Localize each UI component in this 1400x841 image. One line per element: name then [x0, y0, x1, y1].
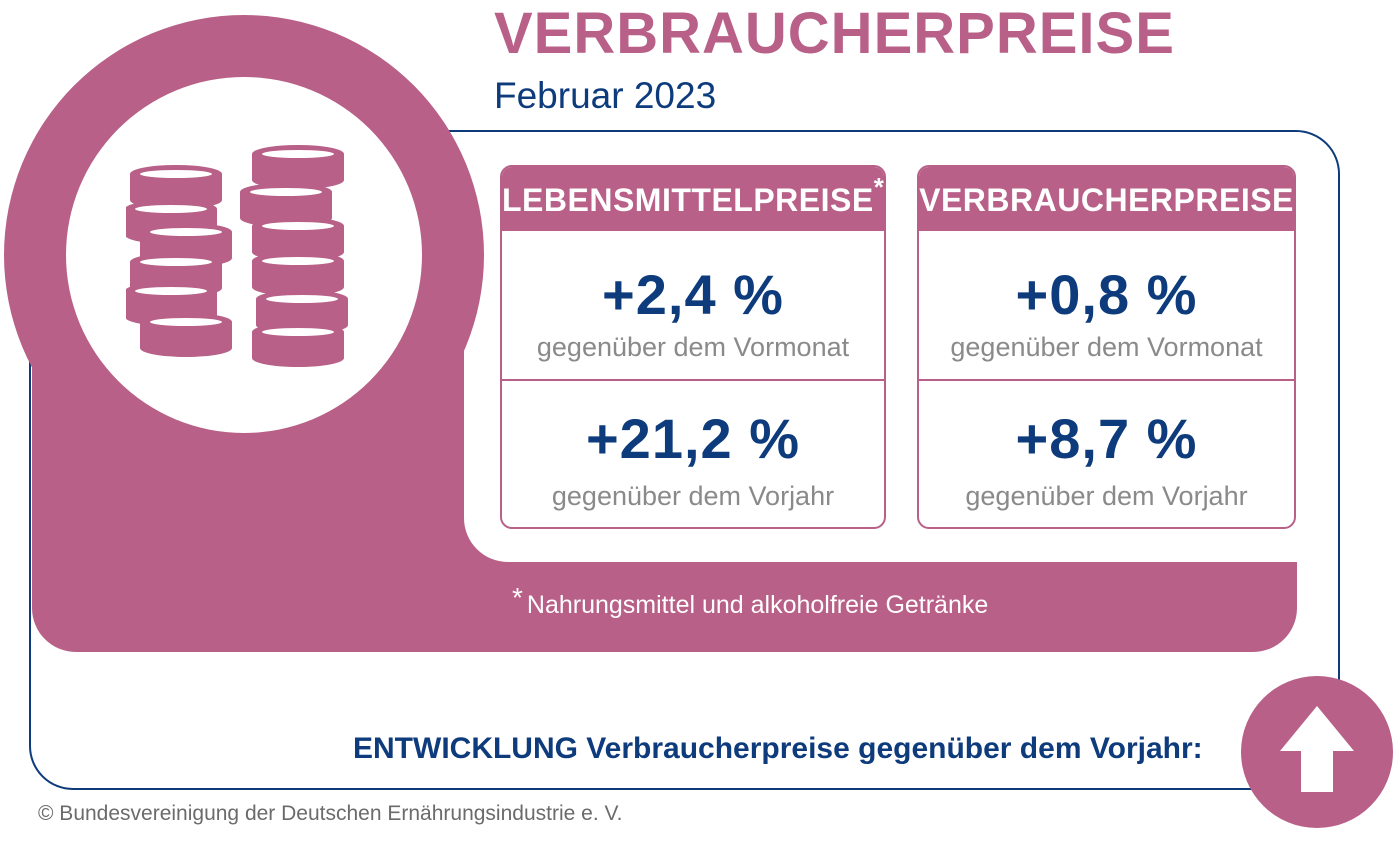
year-change-value: +8,7 %	[1015, 407, 1198, 470]
development-indicator	[1241, 676, 1393, 828]
development-label: ENTWICKLUNG Verbraucherpreise gegenüber …	[353, 732, 1203, 765]
consumer-prices-card: VERBRAUCHERPREISE +0,8 % gegenüber dem V…	[917, 165, 1296, 529]
coin-highlight	[262, 222, 334, 230]
card-divider	[919, 379, 1294, 381]
month-change-value: +2,4 %	[602, 263, 784, 326]
month-change-caption: gegenüber dem Vormonat	[536, 332, 850, 362]
footnote-text: Nahrungsmittel und alkoholfreie Getränke	[526, 591, 989, 619]
coin-highlight	[150, 228, 222, 236]
arrow-up-icon	[1280, 706, 1354, 792]
year-change-caption: gegenüber dem Vorjahr	[965, 481, 1248, 511]
coins-stack-icon	[126, 145, 348, 367]
month-change-caption: gegenüber dem Vormonat	[950, 332, 1263, 362]
coin-highlight	[140, 258, 212, 266]
coin-highlight	[135, 205, 207, 213]
coin-highlight	[250, 188, 322, 196]
card-header: VERBRAUCHERPREISE	[919, 167, 1294, 231]
food-prices-card: LEBENSMITTELPREISE* +2,4 % gegenüber dem…	[500, 165, 886, 529]
card-divider	[502, 379, 884, 381]
month-change-value: +0,8 %	[1015, 263, 1198, 326]
page-title: VERBRAUCHERPREISE	[494, 1, 1175, 66]
footnote-marker: *	[512, 582, 523, 613]
coin-highlight	[140, 170, 212, 178]
year-change-caption: gegenüber dem Vorjahr	[551, 481, 835, 511]
coin-highlight	[262, 257, 334, 265]
icon-badge-inner	[66, 77, 422, 433]
coin-highlight	[262, 150, 334, 158]
coin-highlight	[150, 318, 222, 326]
year-change-value: +21,2 %	[585, 407, 801, 470]
footnote: * Nahrungsmittel und alkoholfreie Getränk…	[512, 584, 989, 622]
card-header: LEBENSMITTELPREISE*	[502, 167, 884, 231]
coin-highlight	[135, 287, 207, 295]
copyright-notice: © Bundesvereinigung der Deutschen Ernähr…	[38, 802, 623, 825]
coin-highlight	[266, 295, 338, 303]
footnote-marker: *	[873, 172, 885, 202]
coin-highlight	[262, 328, 334, 336]
content-frame	[29, 130, 1340, 790]
page-subtitle: Februar 2023	[494, 75, 717, 116]
